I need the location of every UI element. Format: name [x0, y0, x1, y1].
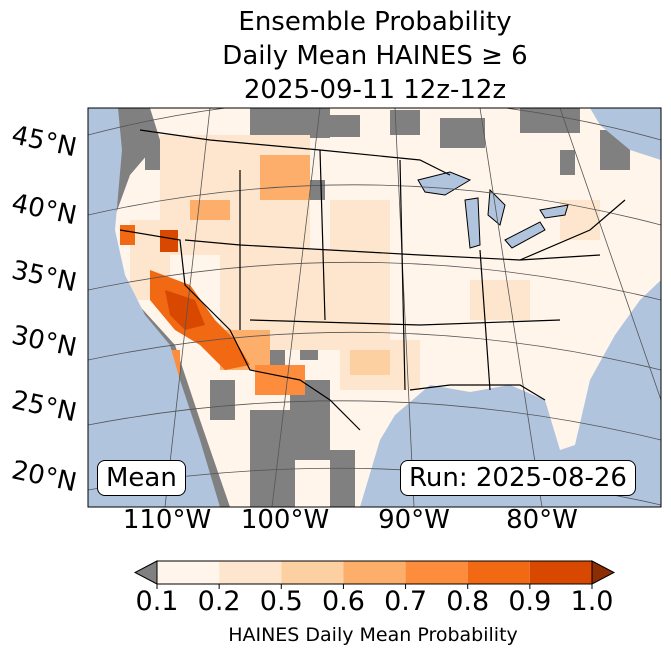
colorbar-tick-label: 0.9 — [508, 586, 552, 617]
lon-label: 110°W — [122, 505, 212, 535]
colorbar-tick-label: 0.5 — [259, 586, 303, 617]
lon-label: 100°W — [240, 505, 330, 535]
colorbar-segment — [529, 561, 592, 584]
great-lakes — [417, 171, 569, 249]
colorbar-tick-label: 0.8 — [446, 586, 490, 617]
colorbar-segment — [467, 561, 530, 584]
title-line-2: Daily Mean HAINES ≥ 6 — [222, 41, 528, 71]
colorbar-segment — [157, 561, 220, 584]
colorbar-segment — [405, 561, 468, 584]
map-frame — [87, 107, 662, 508]
colorbar-segment — [343, 561, 406, 584]
colorbar-over-arrow — [591, 560, 616, 585]
statistic-label-box: Mean — [97, 460, 186, 496]
colorbar-under-arrow — [133, 560, 158, 585]
state-borders — [119, 129, 626, 431]
colorbar-tick-label: 0.6 — [321, 586, 365, 617]
colorbar-label: HAINES Daily Mean Probability — [228, 624, 518, 646]
colorbar-frame — [156, 560, 593, 585]
colorbar-tick-label: 1.0 — [570, 586, 614, 617]
lon-label: 80°W — [506, 505, 578, 535]
ocean — [88, 108, 661, 507]
title-line-1: Ensemble Probability — [238, 7, 512, 37]
colorbar-segment — [219, 561, 282, 584]
colorbar-segment — [281, 561, 344, 584]
colorbar-tick-label: 0.7 — [384, 586, 428, 617]
lon-label: 90°W — [378, 505, 450, 535]
colorbar-tick-label: 0.1 — [135, 586, 179, 617]
title-line-3: 2025-09-11 12z-12z — [243, 75, 507, 105]
run-date-box: Run: 2025-08-26 — [400, 460, 636, 496]
colorbar-tick-label: 0.2 — [197, 586, 241, 617]
